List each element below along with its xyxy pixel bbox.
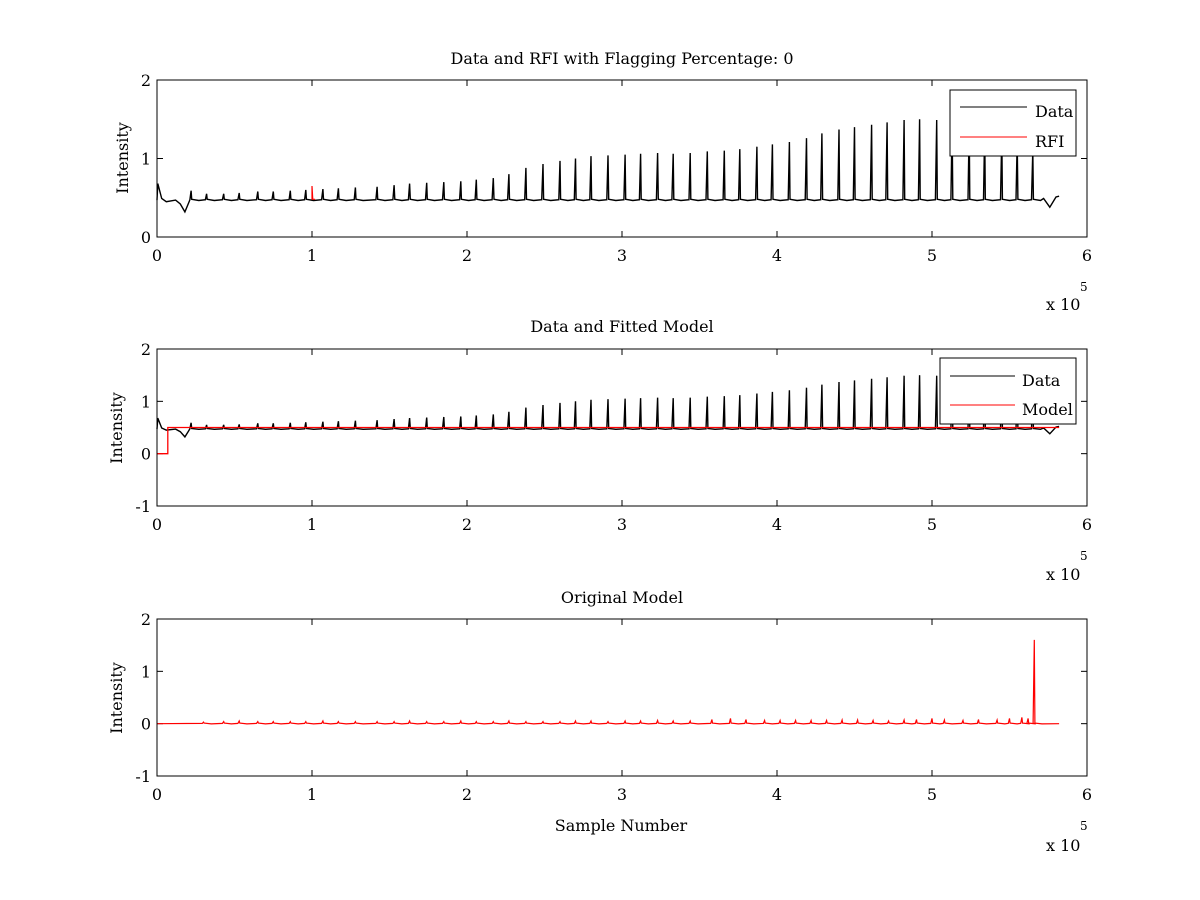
y-tick-label: -1 [135, 767, 151, 786]
series-data-line-2 [156, 375, 1060, 439]
panel-1-x-multiplier: x 10 [1046, 295, 1080, 314]
x-tick-label: 0 [152, 785, 162, 804]
x-tick-label: 3 [617, 515, 627, 534]
x-tick-label: 0 [152, 515, 162, 534]
panel-2-ylabel: Intensity [107, 392, 126, 464]
panel-3-ylabel: Intensity [107, 662, 126, 734]
x-tick-label: 4 [772, 515, 782, 534]
x-tick-label: 6 [1082, 785, 1092, 804]
x-tick-label: 3 [617, 246, 627, 265]
x-tick-label: 1 [307, 785, 317, 804]
panel-3-x-exponent: 5 [1080, 819, 1088, 833]
x-tick-label: 1 [307, 246, 317, 265]
y-tick-label: 0 [141, 715, 151, 734]
x-tick-label: 0 [152, 246, 162, 265]
x-tick-label: 5 [927, 785, 937, 804]
y-tick-label: 0 [141, 228, 151, 247]
panel-1-axes-box [156, 79, 1088, 238]
x-tick-label: 4 [772, 246, 782, 265]
series-model-line [157, 426, 1060, 455]
x-tick-label: 4 [772, 785, 782, 804]
panel-3-title: Original Model [561, 588, 683, 607]
x-tick-label: 2 [462, 785, 472, 804]
legend-data-label: Data [1035, 102, 1074, 121]
y-tick-label: 2 [141, 610, 151, 629]
x-tick-label: 2 [462, 246, 472, 265]
y-tick-label: 1 [141, 662, 151, 681]
panel-3-axes-box [156, 618, 1088, 777]
panel-2-plot-area [156, 375, 1060, 455]
panel-3-plot-area [156, 639, 1060, 725]
panel-1-x-exponent: 5 [1080, 280, 1088, 294]
panel-1-legend: Data RFI [949, 89, 1077, 157]
x-tick-label: 6 [1082, 515, 1092, 534]
panel-data-rfi: 0 1 2 3 4 5 6 0 1 2 Data and RFI with Flagging Pe… [113, 49, 1092, 314]
x-tick-label: 5 [927, 246, 937, 265]
x-tick-label: 2 [462, 515, 472, 534]
panel-2-x-exponent: 5 [1080, 549, 1088, 563]
panel-1-ticks: 0 1 2 3 4 5 6 0 1 2 [141, 71, 1092, 265]
y-tick-label: 0 [141, 445, 151, 464]
y-tick-label: -1 [135, 497, 151, 516]
y-tick-label: 2 [141, 340, 151, 359]
x-tick-label: 6 [1082, 246, 1092, 265]
panel-2-legend-box [939, 357, 1077, 425]
panel-2-x-multiplier: x 10 [1046, 565, 1080, 584]
legend-model-label: Model [1022, 400, 1073, 419]
series-rfi-line [311, 185, 316, 200]
y-tick-label: 2 [141, 71, 151, 90]
panel-1-ylabel: Intensity [113, 122, 132, 194]
legend-data-label-2: Data [1022, 371, 1061, 390]
y-tick-label: 1 [141, 392, 151, 411]
panel-1-title: Data and RFI with Flagging Percentage: 0 [450, 49, 793, 68]
panel-1-plot-area [156, 119, 1060, 214]
panel-2-legend: Data Model [939, 357, 1077, 425]
panel-3-xlabel: Sample Number [555, 816, 688, 835]
panel-1-legend-box [949, 89, 1077, 157]
panel-2-axes-box [156, 348, 1088, 507]
panel-2-title: Data and Fitted Model [530, 317, 713, 336]
panel-3-x-multiplier: x 10 [1046, 836, 1080, 855]
x-tick-label: 1 [307, 515, 317, 534]
y-tick-label: 1 [141, 150, 151, 169]
series-original-model-line [156, 639, 1060, 725]
x-tick-label: 3 [617, 785, 627, 804]
legend-rfi-label: RFI [1035, 132, 1064, 151]
series-data-line [156, 119, 1060, 214]
x-tick-label: 5 [927, 515, 937, 534]
